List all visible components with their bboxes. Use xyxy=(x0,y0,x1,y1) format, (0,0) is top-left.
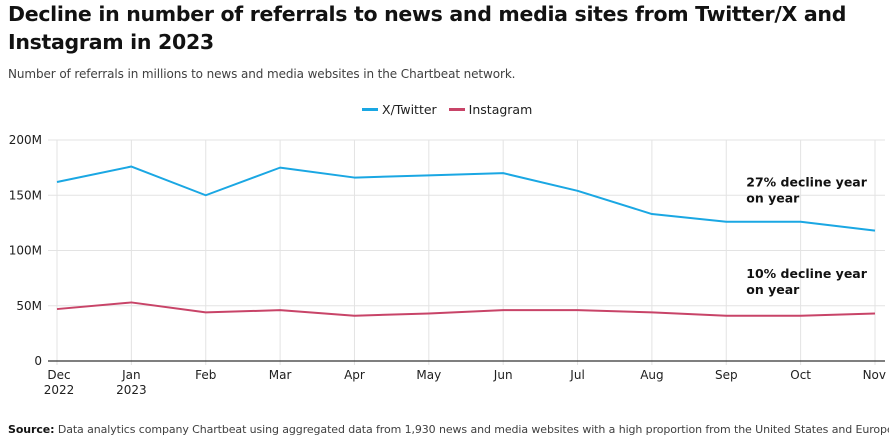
x-tick-label: Dec xyxy=(47,368,70,382)
x-tick-label: Apr xyxy=(344,368,365,382)
gridlines xyxy=(48,139,885,365)
source-label: Source: xyxy=(8,423,55,436)
x-tick-label: Feb xyxy=(195,368,216,382)
annotation-label: 27% decline year xyxy=(746,174,867,189)
legend-label-twitter: X/Twitter xyxy=(382,102,437,117)
annotation-label: on year xyxy=(746,190,800,205)
y-tick-label: 100M xyxy=(9,244,42,258)
x-tick-label: Jul xyxy=(569,368,584,382)
legend-swatch-instagram xyxy=(448,108,465,111)
annotation-label: on year xyxy=(746,282,800,297)
series-line-instagram xyxy=(56,301,876,317)
y-axis-ticks: 0 50M 100M 150M 200M xyxy=(9,133,42,368)
source-note: Source: Data analytics company Chartbeat… xyxy=(8,423,889,436)
y-tick-label: 0 xyxy=(34,354,42,368)
x-tick-label: Nov xyxy=(863,368,886,382)
chart-title: Decline in number of referrals to news a… xyxy=(8,2,847,54)
x-tick-label: 2022 xyxy=(44,383,75,397)
series-lines xyxy=(56,165,876,317)
x-tick-label: Jan xyxy=(121,368,141,382)
x-tick-label: Sep xyxy=(715,368,738,382)
x-tick-label: 2023 xyxy=(116,383,147,397)
x-tick-label: Aug xyxy=(640,368,663,382)
legend-swatch-twitter xyxy=(362,108,378,111)
x-tick-label: Oct xyxy=(790,368,811,382)
y-tick-label: 200M xyxy=(9,133,42,147)
series-line-x-twitter xyxy=(56,165,876,232)
y-tick-label: 50M xyxy=(16,299,42,313)
legend: X/Twitter Instagram xyxy=(362,102,532,117)
x-tick-label: Jun xyxy=(493,368,513,382)
x-tick-label: May xyxy=(416,368,441,382)
annotation-label: 10% decline year xyxy=(746,266,867,281)
legend-label-instagram: Instagram xyxy=(468,102,533,117)
legend-item-twitter[interactable]: X/Twitter xyxy=(362,102,437,117)
source-text: Data analytics company Chartbeat using a… xyxy=(57,423,889,436)
y-tick-label: 150M xyxy=(9,188,42,202)
chart-subtitle: Number of referrals in millions to news … xyxy=(8,67,516,81)
legend-item-instagram[interactable]: Instagram xyxy=(448,102,533,117)
x-tick-label: Mar xyxy=(269,368,292,382)
